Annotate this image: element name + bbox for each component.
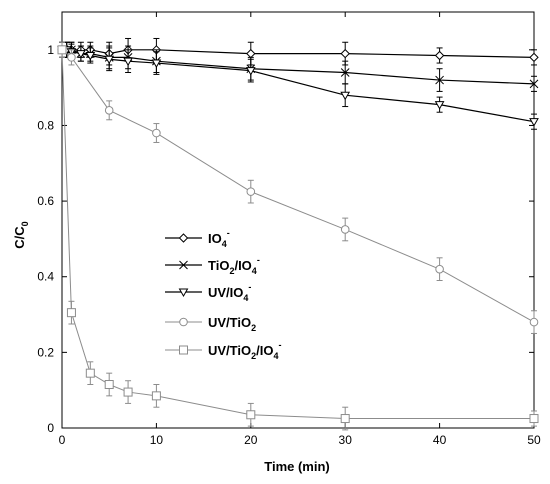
legend-label-base: TiO: [208, 258, 229, 273]
y-axis-title-subscript: 0: [20, 221, 30, 226]
data-point: [529, 317, 539, 327]
legend-marker: [178, 288, 189, 298]
data-point: [340, 91, 351, 101]
legend-label-sub: 2: [251, 351, 256, 361]
x-axis-title: Time (min): [264, 459, 330, 474]
x-tick-label: 10: [150, 433, 164, 447]
axis-ticks: 0 10 20 30 40 50 0 0.2 0.4 0.6 0.8 1: [37, 12, 541, 447]
legend-label-sub: 4: [222, 239, 227, 249]
legend-label: TiO2/IO4-: [208, 255, 260, 276]
series-5: [57, 41, 539, 431]
data-point: [340, 68, 350, 77]
legend-label-base: UV/TiO: [208, 315, 251, 330]
data-point: [152, 128, 161, 138]
legend-label-sup: -: [278, 340, 281, 350]
data-point: [434, 50, 445, 61]
legend-item-4: UV/TiO2: [165, 315, 256, 333]
data-point: [67, 53, 76, 62]
legend-label-sub2: 4: [252, 266, 257, 276]
data-point: [340, 225, 350, 234]
legend-marker: [178, 233, 189, 243]
legend-label-sub2: 4: [273, 351, 278, 361]
data-point: [529, 52, 539, 63]
legend-label-mid: /IO: [234, 258, 251, 273]
legend-item-2: TiO2/IO4-: [165, 255, 260, 276]
legend-item-5: UV/TiO2/IO4-: [165, 340, 281, 361]
data-point: [85, 368, 95, 378]
series-3: [57, 41, 539, 130]
series-line: [62, 49, 535, 123]
x-tick-label: 0: [59, 433, 66, 447]
data-point: [104, 106, 114, 115]
legend-label-sub: 2: [251, 323, 256, 333]
legend-item-1: IO4-: [165, 228, 230, 249]
y-tick-label: 0.8: [37, 118, 54, 132]
legend-marker: [179, 317, 188, 327]
legend-label-base: IO: [208, 231, 222, 246]
y-axis-title-main: C/C: [12, 226, 27, 249]
data-point: [529, 414, 539, 424]
legend-marker: [179, 345, 188, 355]
data-point: [76, 50, 86, 59]
legend-label: UV/TiO2/IO4-: [208, 340, 281, 361]
data-point: [340, 48, 350, 59]
data-point: [529, 118, 539, 127]
data-point: [246, 48, 256, 59]
series-4: [57, 41, 539, 334]
legend-label-sup: -: [257, 255, 260, 265]
series-layer: [57, 37, 539, 431]
data-point: [246, 187, 256, 196]
data-point: [104, 380, 114, 390]
data-point: [123, 387, 133, 397]
legend-label: IO4-: [208, 228, 230, 249]
x-tick-label: 20: [244, 433, 258, 447]
data-point: [104, 55, 115, 65]
series-line: [61, 49, 534, 420]
y-axis-title: C/C0: [12, 221, 30, 248]
legend-label-base: UV/IO: [208, 285, 243, 300]
y-tick-label: 0.2: [37, 345, 54, 359]
data-point: [434, 101, 445, 110]
legend-label-sup: -: [227, 228, 230, 238]
data-point: [85, 51, 96, 61]
x-tick-label: 30: [339, 433, 353, 447]
data-point: [529, 79, 539, 89]
data-point: [245, 67, 256, 76]
series-line: [62, 49, 535, 85]
legend-label-mid: /IO: [256, 343, 273, 358]
legend-label: UV/TiO2: [208, 315, 256, 333]
legend-label-sub: 2: [229, 266, 234, 276]
y-tick-label: 0: [47, 421, 54, 435]
plot-area: [61, 11, 535, 429]
legend-label-sub: 4: [243, 293, 248, 303]
plot-border: [61, 11, 535, 429]
series-line: [61, 49, 535, 323]
x-tick-label: 40: [433, 433, 447, 447]
legend-label: UV/IO4-: [208, 282, 251, 303]
legend-label-sup: -: [248, 282, 251, 292]
data-point: [66, 308, 76, 318]
y-tick-label: 0.6: [37, 194, 54, 208]
data-point: [123, 57, 133, 67]
x-tick-label: 50: [527, 433, 541, 447]
legend-marker: [179, 260, 188, 270]
data-point: [435, 75, 444, 85]
y-tick-label: 0.4: [37, 270, 54, 284]
y-tick-label: 1: [47, 43, 54, 57]
data-point: [57, 45, 67, 55]
data-point: [151, 59, 162, 69]
legend-item-3: UV/IO4-: [165, 282, 251, 303]
data-point: [340, 414, 350, 424]
legend-label-base: UV/TiO: [208, 343, 251, 358]
series-line: [62, 49, 535, 58]
data-point: [151, 391, 161, 401]
data-point: [246, 410, 256, 420]
data-point: [435, 264, 444, 274]
